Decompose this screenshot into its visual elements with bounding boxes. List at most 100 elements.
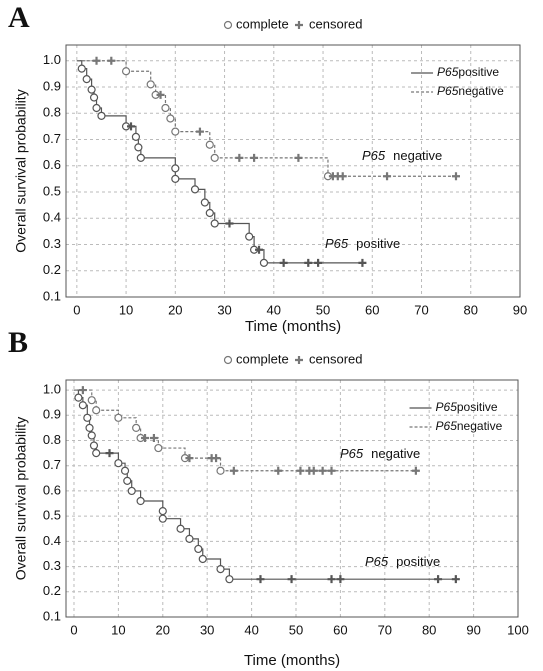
complete-marker [89,93,99,102]
complete-marker [89,441,99,450]
y-tick-label: 0.6 [43,482,61,497]
x-tick-label: 50 [316,302,330,317]
x-axis-label: Time (months) [244,652,340,669]
complete-marker [83,413,92,422]
complete-marker [176,524,185,533]
italic-text: P65 [340,446,364,461]
y-tick-label: 0.5 [43,183,61,198]
censored-marker [336,575,345,584]
legend-label: censored [309,351,362,366]
legend-label: complete [236,351,289,366]
y-tick-label: 0.3 [43,236,61,251]
x-tick-label: 0 [70,622,77,637]
censored-marker [229,466,238,475]
x-axis-label: Time (months) [245,318,341,335]
complete-marker [121,67,131,76]
italic-text: P65 [437,65,459,79]
plot-frame [65,379,519,618]
complete-marker [123,476,132,485]
complete-marker [166,114,175,123]
censored-marker [212,454,221,463]
plot-frame [65,44,521,298]
censored-marker [327,466,336,475]
censored-marker [274,466,283,475]
censored-marker [327,575,336,584]
panel-label: B [8,326,28,359]
legend-icon [223,20,233,30]
complete-marker [210,219,219,228]
x-tick-label: 100 [507,622,529,637]
y-tick-label: 0.2 [43,262,61,277]
censored-marker [256,575,265,584]
complete-marker [127,486,136,496]
survival-step [214,222,250,237]
y-axis-label: Overall survival probability [13,89,29,252]
text: positive [396,554,440,569]
complete-marker [92,103,101,113]
complete-marker [77,64,86,73]
censored-marker [149,433,158,442]
complete-marker [146,80,155,89]
legend-label: P65positive [437,65,499,79]
complete-marker [210,153,219,162]
censored-marker [105,449,114,458]
x-tick-label: 90 [466,622,480,637]
legend-icon [295,356,303,364]
censored-marker [141,433,150,442]
complete-marker [87,85,96,94]
complete-marker [74,393,83,402]
complete-marker [97,111,106,120]
censored-marker [126,122,135,131]
censored-marker [309,466,318,475]
censored-marker [92,56,101,65]
annotation: P65 positive [325,236,400,251]
complete-marker [200,198,209,207]
complete-marker [131,132,141,141]
y-axis-label: Overall survival probability [13,417,29,580]
x-tick-label: 10 [111,622,125,637]
panel-label: A [8,1,30,34]
text: positive [457,400,498,414]
censored-marker [304,258,313,267]
censored-marker [78,386,87,395]
complete-marker [158,507,167,516]
complete-marker [198,554,207,564]
italic-text: P65 [362,148,386,163]
x-tick-label: 60 [365,302,379,317]
censored-marker [338,172,347,181]
complete-marker [216,466,225,475]
complete-marker [259,258,269,267]
complete-marker [85,423,94,433]
censored-marker [185,454,194,463]
censored-marker [314,258,323,267]
x-tick-label: 0 [73,302,80,317]
y-tick-label: 0.4 [43,533,61,548]
censored-marker [255,245,264,254]
survival-step [214,157,329,177]
x-tick-label: 80 [422,622,436,637]
censored-marker [383,172,392,181]
text: positive [356,236,400,251]
complete-marker [92,449,101,458]
legend-label: P65positive [436,400,498,414]
y-tick-label: 0.2 [43,583,61,598]
annotation: P65 negative [340,446,420,461]
italic-text: P65 [436,419,458,433]
x-tick-label: 70 [414,302,428,317]
complete-marker [194,544,203,554]
x-tick-label: 40 [267,302,281,317]
y-tick-label: 0.1 [43,288,61,303]
complete-marker [78,401,87,410]
survival-step [184,457,222,471]
complete-marker [158,514,167,523]
complete-marker [225,575,234,584]
censored-marker [195,127,204,136]
x-tick-label: 10 [119,302,133,317]
censored-marker [287,575,296,584]
text: positive [458,65,499,79]
x-tick-label: 40 [244,622,258,637]
complete-marker [216,564,225,574]
complete-marker [171,164,180,173]
